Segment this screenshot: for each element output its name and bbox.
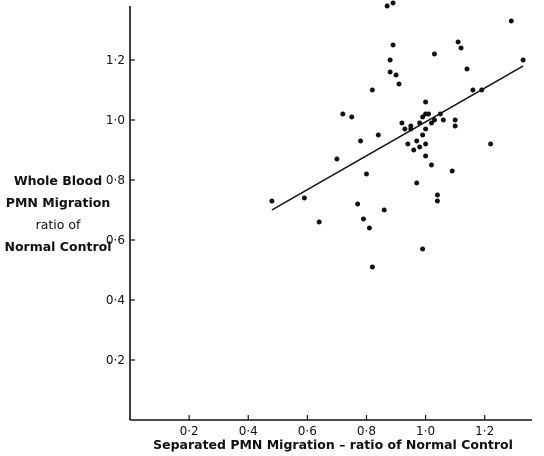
y-tick-label: 1·0: [106, 113, 125, 127]
data-point: [420, 132, 426, 138]
x-tick-label: 0·2: [180, 424, 199, 438]
data-point: [355, 201, 361, 207]
data-point: [349, 114, 355, 120]
y-tick-label: 0·4: [106, 293, 125, 307]
data-point: [423, 99, 429, 105]
axes: [129, 6, 532, 421]
x-tick-label: 0·6: [298, 424, 317, 438]
data-point: [520, 57, 526, 63]
data-point: [408, 123, 414, 129]
data-point: [366, 225, 372, 231]
data-point: [479, 87, 485, 93]
data-point: [414, 180, 420, 186]
data-point: [363, 171, 369, 177]
data-point: [358, 138, 364, 144]
data-point: [390, 42, 396, 48]
ticks: 0·2 0·4 0·6 0·8 1·0 1·2 0·2 0·4 0·6 0·8 1·0 1·2: [106, 53, 494, 438]
y-axis-label-line-1: Whole Blood: [13, 173, 103, 188]
data-point: [402, 126, 408, 132]
data-point: [429, 162, 434, 168]
data-point: [431, 117, 437, 123]
data-point: [384, 3, 390, 9]
data-point: [393, 72, 399, 78]
data-point: [369, 264, 375, 270]
data-point: [434, 198, 440, 204]
y-axis-label: Whole Blood PMN Migration ratio of Norma…: [4, 170, 112, 258]
data-point: [405, 141, 411, 147]
data-point: [426, 111, 432, 117]
data-points: [269, 0, 526, 270]
y-axis-label-line-2: PMN Migration: [5, 195, 111, 210]
data-point: [470, 87, 476, 93]
data-point: [488, 141, 494, 147]
data-point: [411, 147, 417, 153]
data-point: [440, 117, 446, 123]
data-point: [375, 132, 381, 138]
data-point: [508, 18, 514, 24]
y-tick-label: 1·2: [106, 53, 125, 67]
data-point: [452, 123, 458, 129]
data-point: [437, 111, 443, 117]
data-point: [396, 81, 402, 87]
data-point: [269, 198, 275, 204]
data-point: [387, 57, 393, 63]
data-point: [334, 156, 340, 162]
y-tick-label: 0·8: [106, 173, 125, 187]
y-tick-label: 0·6: [106, 233, 125, 247]
x-tick-label: 0·8: [357, 424, 376, 438]
x-axis-label: Separated PMN Migration – ratio of Norma…: [153, 437, 513, 452]
regression-line: [271, 65, 524, 211]
data-point: [458, 45, 464, 51]
data-point: [434, 192, 440, 198]
data-point: [423, 141, 429, 147]
data-point: [420, 246, 426, 252]
data-point: [390, 0, 396, 6]
y-axis-label-line-3: ratio of: [35, 217, 81, 232]
data-point: [361, 216, 367, 222]
data-point: [455, 39, 461, 45]
data-point: [431, 51, 437, 57]
regression-line-group: [271, 65, 524, 211]
data-point: [369, 87, 375, 93]
data-point: [452, 117, 458, 123]
data-point: [417, 120, 423, 126]
x-tick-label: 1·2: [475, 424, 494, 438]
data-point: [381, 207, 387, 213]
data-point: [340, 111, 346, 117]
data-point: [399, 120, 405, 126]
y-axis-label-line-4: Normal Control: [4, 239, 112, 254]
x-tick-label: 1·0: [416, 424, 435, 438]
x-tick-label: 0·4: [239, 424, 258, 438]
data-point: [449, 168, 455, 174]
y-tick-label: 0·2: [106, 353, 125, 367]
data-point: [417, 144, 423, 150]
data-point: [387, 69, 393, 75]
data-point: [464, 66, 470, 72]
data-point: [316, 219, 322, 225]
data-point: [423, 153, 429, 159]
data-point: [414, 138, 420, 144]
data-point: [423, 126, 429, 132]
data-point: [301, 195, 307, 201]
